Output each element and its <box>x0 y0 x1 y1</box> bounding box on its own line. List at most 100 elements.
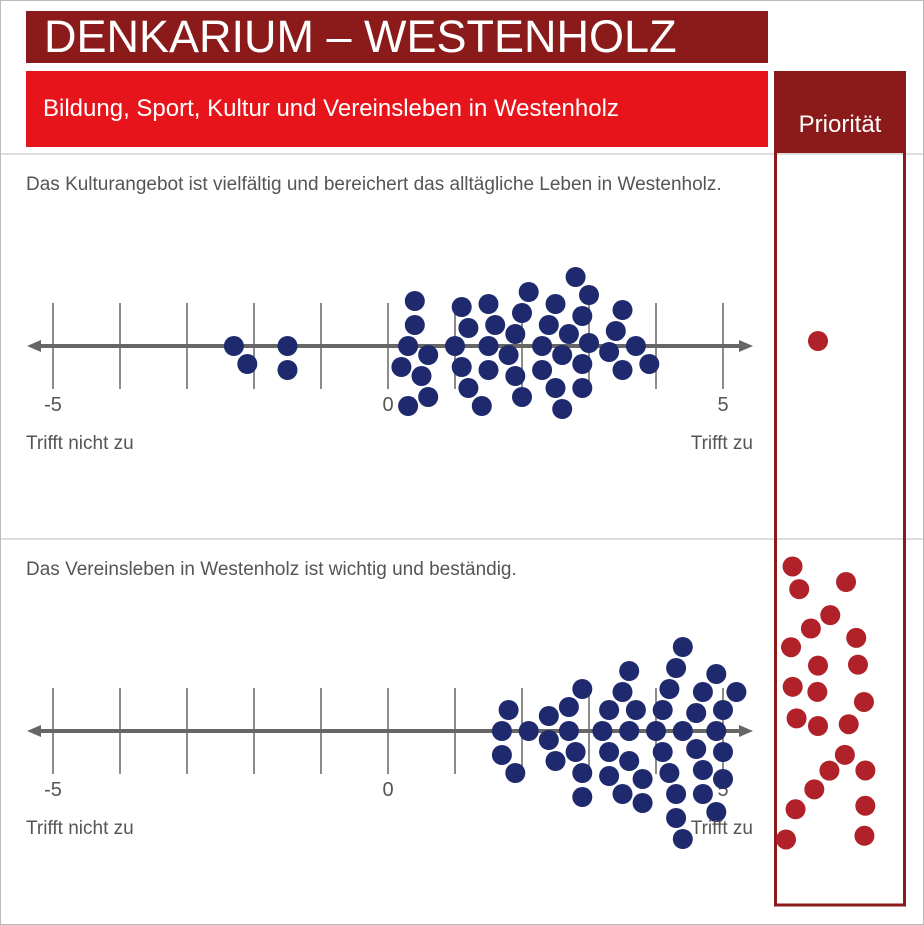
response-dot <box>277 336 298 356</box>
priority-header: Priorität <box>774 71 906 153</box>
response-dot <box>572 378 593 398</box>
response-dot <box>411 366 432 386</box>
response-dot <box>706 721 727 741</box>
priority-dot <box>854 825 875 846</box>
response-dot <box>478 360 499 380</box>
response-dot <box>404 291 425 311</box>
x-tick-label: 5 <box>717 394 728 416</box>
response-dot <box>458 318 479 338</box>
title: DENKARIUM – WESTENHOLZ <box>26 11 768 63</box>
response-dot <box>632 793 653 813</box>
response-dot <box>458 378 479 398</box>
priority-dot <box>785 799 806 820</box>
response-dot <box>478 294 499 314</box>
response-dot <box>398 396 419 416</box>
response-dot <box>579 333 599 353</box>
response-dot <box>418 387 439 407</box>
axis-arrow <box>27 725 41 737</box>
axis-arrow <box>27 340 41 352</box>
response-dot <box>404 315 425 335</box>
priority-dot <box>800 618 821 639</box>
axis-arrow <box>739 725 753 737</box>
response-dot <box>532 336 553 356</box>
response-dot <box>545 378 566 398</box>
response-dot <box>478 336 499 356</box>
priority-dot <box>782 556 803 577</box>
priority-dot <box>782 676 803 697</box>
response-dot <box>672 829 693 849</box>
x-tick-label: 5 <box>717 779 728 801</box>
response-dot <box>223 336 244 356</box>
priority-dot <box>846 627 867 648</box>
response-dot <box>713 769 733 789</box>
response-dot <box>599 342 620 362</box>
response-dot <box>659 763 680 783</box>
response-dot <box>666 784 687 804</box>
priority-dot <box>807 681 828 702</box>
priority-dot <box>838 714 859 735</box>
priority-dot <box>808 655 829 676</box>
response-dot <box>237 354 258 374</box>
response-dot <box>706 664 727 684</box>
response-dot <box>512 387 532 407</box>
response-dot <box>572 354 593 374</box>
response-dot <box>692 784 713 804</box>
priority-dot <box>855 795 876 816</box>
x-tick-label: -5 <box>44 394 62 416</box>
response-dot <box>518 282 539 302</box>
priority-dot <box>808 331 828 351</box>
response-dot <box>619 751 640 771</box>
priority-dot <box>836 572 857 593</box>
response-dot <box>632 769 653 789</box>
response-dot <box>692 760 713 780</box>
priority-dot <box>789 579 810 600</box>
response-dot <box>579 285 599 305</box>
response-dot <box>445 336 465 356</box>
response-dot <box>545 294 566 314</box>
response-dot <box>666 658 687 678</box>
response-dot <box>491 721 512 741</box>
response-dot <box>498 700 519 720</box>
subtitle: Bildung, Sport, Kultur und Vereinsleben … <box>26 71 768 147</box>
response-dot <box>726 682 747 702</box>
response-dot <box>538 706 559 726</box>
right-label: Trifft zu <box>690 433 753 454</box>
response-dot <box>391 357 412 377</box>
response-dot <box>552 399 573 419</box>
response-dot <box>398 336 419 356</box>
response-dot <box>713 700 733 720</box>
response-dot <box>672 721 693 741</box>
response-dot <box>605 321 626 341</box>
priority-dot <box>847 654 868 675</box>
response-dot <box>558 324 579 344</box>
priority-dot <box>834 744 855 765</box>
priority-dot <box>781 637 802 658</box>
left-label: Trifft nicht zu <box>26 433 134 454</box>
response-dot <box>619 721 640 741</box>
response-dot <box>545 751 566 771</box>
response-dot <box>418 345 439 365</box>
priority-dot <box>786 708 807 729</box>
response-dot <box>558 721 579 741</box>
response-dot <box>692 682 713 702</box>
response-dot <box>646 721 666 741</box>
response-dot <box>552 345 573 365</box>
response-dot <box>625 336 646 356</box>
priority-column <box>774 149 906 907</box>
response-dot <box>706 802 727 822</box>
response-dot <box>612 682 633 702</box>
response-dot <box>599 700 620 720</box>
response-dot <box>471 396 492 416</box>
priority-dot <box>808 716 828 736</box>
response-dot <box>485 315 506 335</box>
response-dot <box>498 345 519 365</box>
x-tick-label: -5 <box>44 779 62 801</box>
response-dot <box>512 303 532 323</box>
priority-dot <box>776 829 797 850</box>
response-dot <box>451 357 472 377</box>
response-dot <box>505 324 526 344</box>
response-dot <box>599 742 620 762</box>
response-dot <box>565 742 586 762</box>
